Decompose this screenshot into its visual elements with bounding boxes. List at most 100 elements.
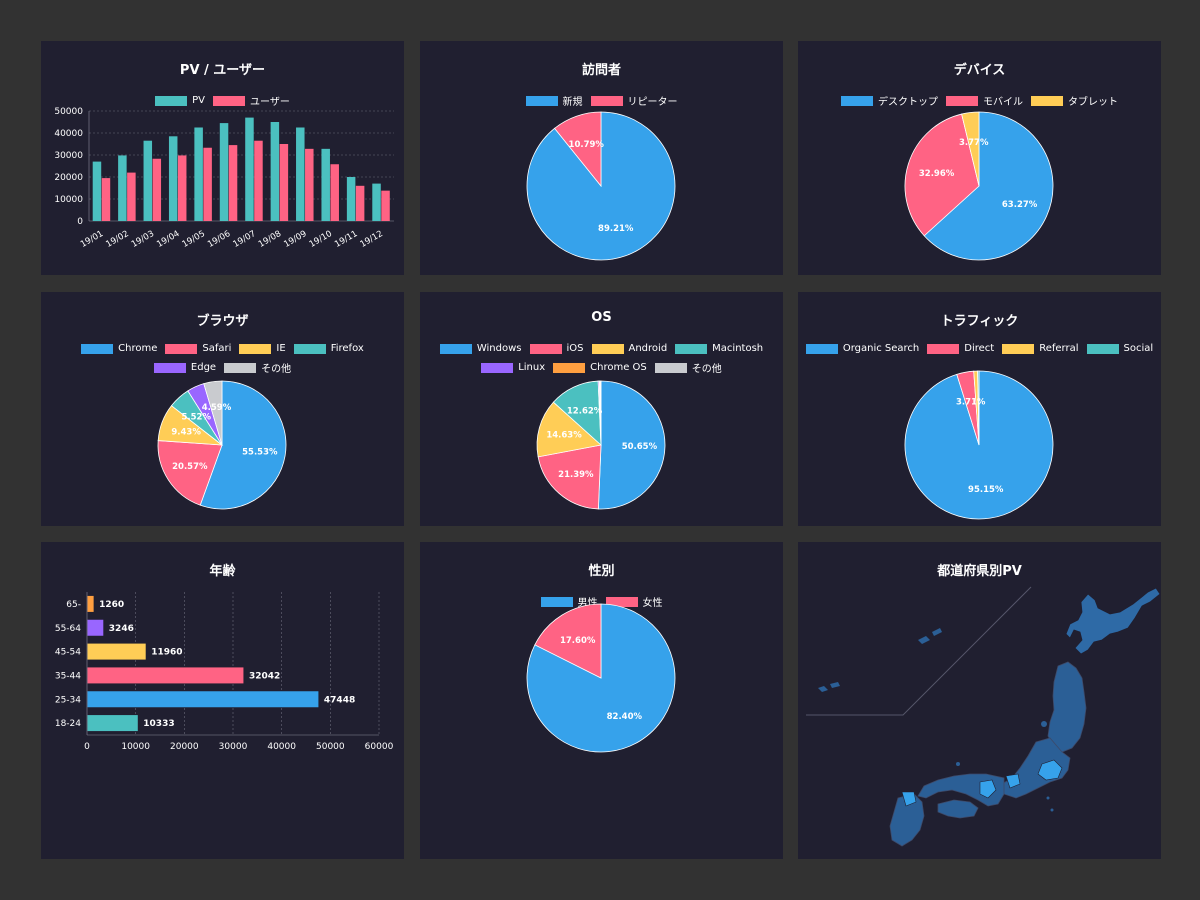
- legend-item-linux[interactable]: Linux: [481, 360, 545, 375]
- legend-item-repeater[interactable]: リピーター: [590, 93, 678, 108]
- pie-data-label: 14.63%: [546, 431, 582, 441]
- pie-slice[interactable]: [537, 444, 602, 510]
- pie-slice[interactable]: [526, 111, 676, 261]
- age-bar[interactable]: [87, 667, 244, 684]
- devices-legend: デスクトップ モバイル タブレット: [798, 93, 1161, 114]
- pie-slice[interactable]: [961, 111, 980, 187]
- legend-item-edge[interactable]: Edge: [153, 360, 216, 375]
- pie-slice[interactable]: [977, 370, 980, 446]
- pie-slice[interactable]: [597, 380, 666, 510]
- legend-item-desktop[interactable]: デスクトップ: [841, 93, 938, 108]
- bar-users[interactable]: [355, 185, 365, 221]
- pie-slice[interactable]: [199, 380, 287, 510]
- age-bar[interactable]: [87, 619, 104, 636]
- bar-pv[interactable]: [92, 161, 102, 221]
- bar-users[interactable]: [127, 172, 136, 221]
- bar-users[interactable]: [228, 145, 238, 221]
- legend-swatch: [1086, 343, 1119, 354]
- legend-item-tablet[interactable]: タブレット: [1031, 93, 1118, 108]
- legend-swatch: [525, 95, 558, 106]
- legend-label: Firefox: [330, 343, 364, 354]
- bar-users[interactable]: [254, 140, 263, 221]
- bar-pv[interactable]: [296, 127, 305, 222]
- x-tick-label: 0: [84, 742, 90, 752]
- bar-pv[interactable]: [321, 148, 330, 221]
- pie-slice[interactable]: [923, 111, 1054, 261]
- legend-item-mobile[interactable]: モバイル: [946, 93, 1023, 108]
- age-bar[interactable]: [87, 691, 319, 708]
- map-region-shikoku[interactable]: [937, 799, 979, 819]
- age-bar[interactable]: [87, 595, 94, 612]
- legend-label: デスクトップ: [878, 97, 938, 108]
- bar-pv[interactable]: [118, 155, 127, 221]
- legend-item-windows[interactable]: Windows: [439, 343, 522, 354]
- legend-item-male[interactable]: 男性: [540, 594, 598, 609]
- age-bar[interactable]: [87, 715, 138, 732]
- legend-item-macintosh[interactable]: Macintosh: [675, 343, 763, 354]
- bar-pv[interactable]: [143, 140, 153, 221]
- legend-item-other[interactable]: その他: [224, 360, 291, 375]
- gender-pie-chart: 82.40% 17.60%: [526, 603, 676, 753]
- legend-item-social[interactable]: Social: [1086, 343, 1153, 354]
- pie-data-label: 17.60%: [560, 636, 596, 646]
- bar-pv[interactable]: [372, 183, 381, 221]
- legend-item-firefox[interactable]: Firefox: [293, 343, 364, 354]
- legend-swatch: [605, 596, 638, 607]
- pie-slice[interactable]: [599, 380, 602, 446]
- age-bar[interactable]: [87, 643, 146, 660]
- bar-users[interactable]: [101, 178, 111, 221]
- legend-item-female[interactable]: 女性: [605, 594, 663, 609]
- japan-map[interactable]: [798, 542, 1161, 859]
- legend-item-pv[interactable]: PV: [155, 93, 205, 108]
- x-tick-label: 19/09: [282, 229, 308, 250]
- pie-slice[interactable]: [157, 440, 223, 506]
- legend-item-direct[interactable]: Direct: [927, 343, 994, 354]
- pie-data-label: 55.53%: [242, 448, 278, 458]
- legend-item-chrome[interactable]: Chrome: [81, 343, 157, 354]
- legend-swatch: [213, 95, 246, 106]
- map-region-fukuoka[interactable]: [901, 791, 917, 807]
- legend-item-users[interactable]: ユーザー: [213, 93, 290, 108]
- pie-slice[interactable]: [904, 113, 980, 237]
- legend-item-referral[interactable]: Referral: [1002, 343, 1079, 354]
- bar-users[interactable]: [152, 158, 162, 221]
- legend-item-new[interactable]: 新規: [525, 93, 583, 108]
- bar-users[interactable]: [203, 147, 212, 221]
- gender-panel: 性別 男性 女性 82.40% 17.60%: [420, 542, 783, 859]
- bar-pv[interactable]: [219, 123, 229, 221]
- map-region-kyushu[interactable]: [889, 793, 925, 847]
- pie-slice[interactable]: [203, 380, 223, 446]
- map-region-tokyo[interactable]: [1037, 759, 1063, 781]
- bar-users[interactable]: [330, 164, 339, 221]
- bar-data-label: 47448: [324, 695, 355, 705]
- pie-slice[interactable]: [536, 401, 602, 458]
- bar-pv[interactable]: [194, 127, 203, 222]
- bar-pv[interactable]: [245, 117, 254, 221]
- legend-item-chrome-os[interactable]: Chrome OS: [553, 360, 647, 375]
- bar-users[interactable]: [279, 144, 289, 221]
- legend-item-ios[interactable]: iOS: [529, 343, 584, 354]
- legend-swatch: [553, 362, 586, 373]
- bar-users[interactable]: [381, 190, 390, 221]
- legend-item-os-other[interactable]: その他: [654, 360, 722, 375]
- legend-item-ie[interactable]: IE: [239, 343, 286, 354]
- legend-item-android[interactable]: Android: [591, 343, 667, 354]
- legend-item-organic-search[interactable]: Organic Search: [805, 343, 919, 354]
- legend-swatch: [654, 362, 687, 373]
- map-region-aichi[interactable]: [1005, 773, 1021, 789]
- map-region-hokkaido[interactable]: [1065, 587, 1161, 655]
- bar-pv[interactable]: [346, 177, 356, 221]
- legend-item-safari[interactable]: Safari: [165, 343, 231, 354]
- age-bar-chart: 0 10000 20000 30000 40000 50000 60000 65- 1260 55…: [55, 592, 394, 752]
- map-region-okinawa-inset[interactable]: [818, 628, 942, 692]
- bar-users[interactable]: [305, 148, 314, 221]
- legend-label: Linux: [518, 362, 546, 373]
- map-region-tohoku[interactable]: [1047, 661, 1087, 753]
- pie-slice[interactable]: [554, 111, 602, 188]
- map-region-osaka[interactable]: [979, 779, 997, 799]
- bar-users[interactable]: [177, 155, 187, 221]
- legend-label: Windows: [476, 343, 522, 354]
- pie-slice[interactable]: [534, 603, 602, 679]
- bar-pv[interactable]: [168, 136, 178, 221]
- bar-pv[interactable]: [270, 122, 280, 221]
